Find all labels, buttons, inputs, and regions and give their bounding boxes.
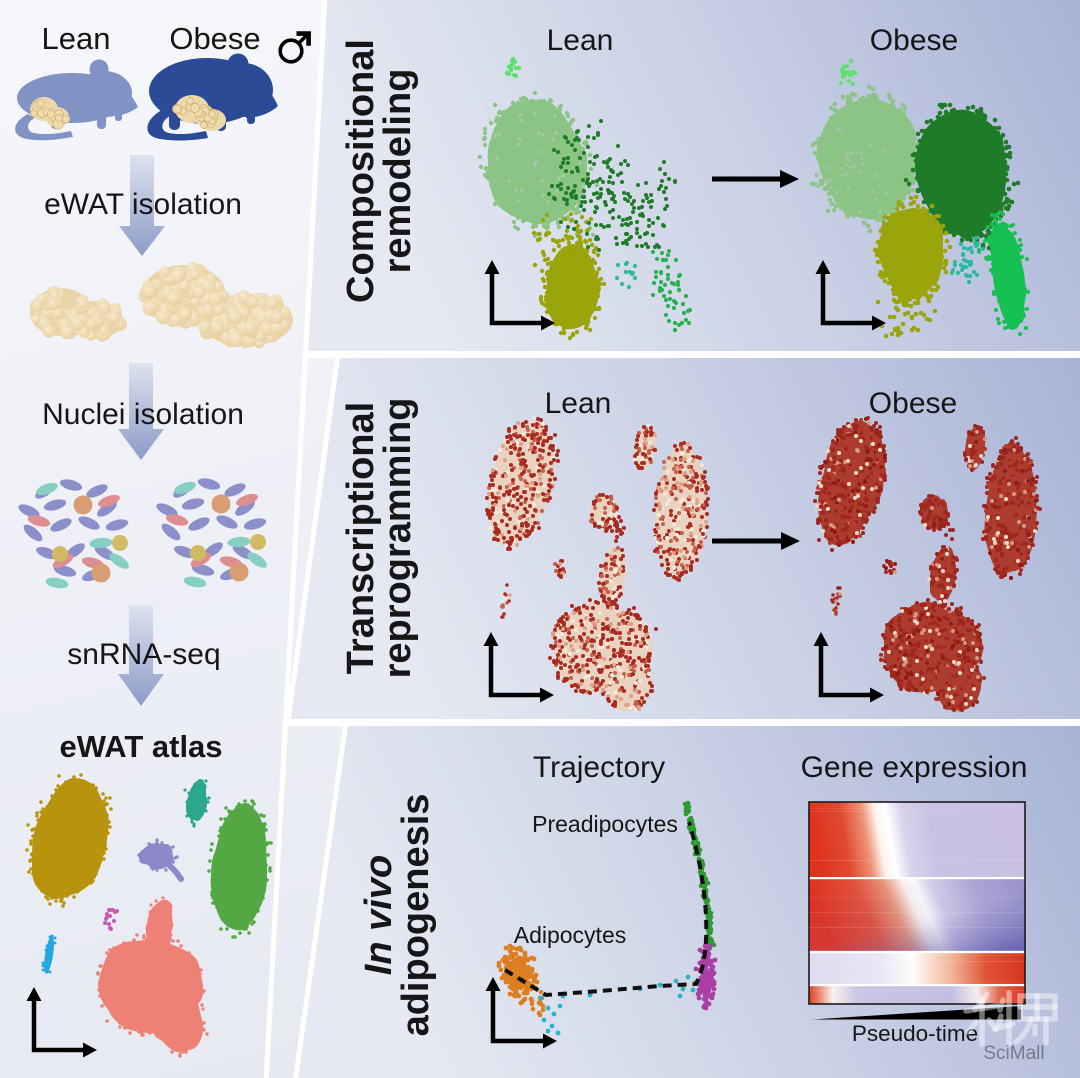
svg-text:In vivo: In vivo bbox=[358, 855, 400, 975]
svg-text:remodeling: remodeling bbox=[377, 69, 419, 274]
svg-text:eWAT atlas: eWAT atlas bbox=[59, 729, 222, 764]
svg-text:Lean: Lean bbox=[547, 24, 614, 57]
svg-text:Obese: Obese bbox=[869, 387, 957, 420]
svg-text:Preadipocytes: Preadipocytes bbox=[532, 811, 678, 837]
svg-text:Gene expression: Gene expression bbox=[801, 751, 1028, 784]
svg-text:reprogramming: reprogramming bbox=[377, 398, 419, 679]
svg-text:Lean: Lean bbox=[545, 387, 612, 420]
svg-text:Compositional: Compositional bbox=[340, 39, 382, 303]
svg-text:Nuclei isolation: Nuclei isolation bbox=[42, 398, 244, 431]
svg-text:adipogenesis: adipogenesis bbox=[395, 794, 437, 1037]
svg-text:Adipocytes: Adipocytes bbox=[514, 922, 627, 948]
svg-text:Obese: Obese bbox=[169, 21, 260, 56]
svg-text:Transcriptional: Transcriptional bbox=[340, 402, 382, 674]
svg-text:Obese: Obese bbox=[870, 24, 958, 57]
svg-text:snRNA-seq: snRNA-seq bbox=[67, 638, 220, 671]
svg-text:Trajectory: Trajectory bbox=[533, 751, 665, 784]
svg-text:Lean: Lean bbox=[42, 21, 111, 56]
svg-text:eWAT isolation: eWAT isolation bbox=[44, 188, 242, 221]
